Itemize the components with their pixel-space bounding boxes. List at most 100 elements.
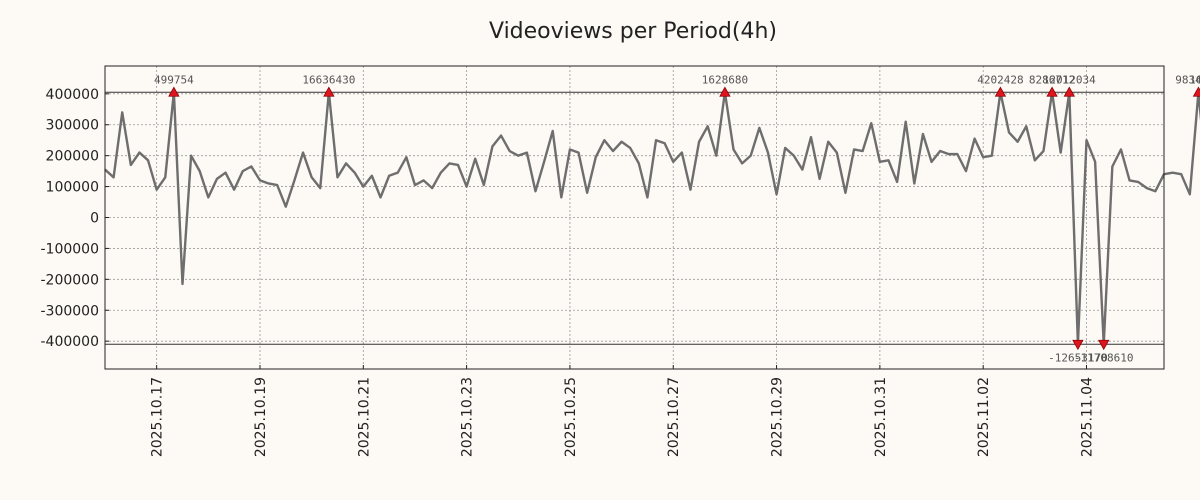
peak-label: -11708610 (1074, 351, 1134, 364)
data-point (147, 159, 149, 161)
data-point (672, 161, 674, 163)
data-point (612, 150, 614, 152)
data-point (1060, 151, 1062, 154)
axes: 400000 300000 200000 100000 0 -100000 -200000 -… (41, 87, 1096, 457)
peak-label: 16641904 (1189, 73, 1200, 86)
data-point (973, 138, 976, 140)
data-point (1128, 179, 1131, 181)
data-point (259, 179, 261, 181)
data-point (138, 151, 141, 154)
data-point (715, 155, 717, 157)
data-point (853, 148, 855, 151)
peak-label: 16636430 (302, 73, 355, 86)
data-point (190, 155, 192, 157)
data-point (905, 121, 907, 123)
data-point (319, 187, 321, 189)
data-point (948, 153, 950, 155)
data-point (242, 170, 244, 172)
series-layer (104, 91, 1200, 346)
data-point (1172, 172, 1174, 174)
y-tick-label: 100000 (46, 180, 99, 196)
data-point (1137, 181, 1139, 183)
peak-label: 4202428 (977, 73, 1023, 86)
plot-frame (104, 65, 1165, 370)
peak-marker-up (719, 86, 731, 97)
data-point (939, 150, 941, 152)
chart-title: Videoviews per Period(4h) (489, 19, 777, 44)
peak-label: -12653170 (1048, 351, 1108, 364)
data-point (379, 196, 382, 199)
y-tick-label: 400000 (46, 87, 99, 103)
data-point (775, 193, 778, 195)
data-point (758, 127, 760, 129)
data-point (689, 189, 692, 191)
data-point (1008, 131, 1010, 134)
data-point (474, 158, 476, 160)
x-tick-label: 2025.10.25 (563, 377, 579, 457)
data-point (457, 164, 459, 166)
data-point (311, 176, 313, 178)
data-point (569, 148, 571, 151)
grid-layer (105, 66, 1164, 369)
data-point (1154, 190, 1156, 192)
peak-markers: 499754 16636430 1628680 4202428 828671212012… (154, 73, 1200, 364)
x-tick-label: 2025.11.02 (976, 377, 992, 457)
data-point (491, 145, 494, 147)
data-point (121, 111, 123, 113)
data-point (431, 187, 433, 189)
data-point (1120, 148, 1122, 151)
data-point (440, 172, 442, 174)
data-point (577, 151, 580, 154)
data-point (698, 141, 700, 143)
data-point (681, 151, 683, 154)
data-point (397, 172, 399, 174)
data-point (354, 172, 356, 174)
data-point (767, 151, 769, 154)
data-point (414, 184, 416, 186)
data-point (113, 176, 115, 178)
data-point (655, 139, 657, 141)
data-point (664, 142, 666, 144)
data-point (879, 161, 881, 163)
data-point (216, 178, 218, 180)
data-point (991, 155, 993, 157)
data-point (793, 155, 795, 157)
series-line-videoviews (104, 91, 1200, 346)
peak-label: 9834600 (1175, 73, 1200, 86)
x-tick-label: 2025.10.27 (666, 377, 682, 457)
data-point (586, 192, 588, 194)
data-point (560, 196, 562, 199)
x-tick-label: 2025.10.23 (460, 377, 476, 457)
data-point (500, 134, 502, 137)
data-point (250, 165, 252, 168)
x-tick-label: 2025.10.21 (356, 377, 372, 457)
y-tick-label: 0 (90, 211, 99, 227)
peak-marker-up (168, 86, 180, 97)
data-point (1025, 125, 1027, 127)
data-point (844, 192, 847, 194)
data-point (448, 162, 450, 164)
peak-marker-up (1192, 86, 1200, 97)
peak-label: 8286712 (1029, 73, 1075, 86)
y-tick-label: -300000 (41, 303, 100, 319)
data-point (371, 175, 373, 177)
data-point (1034, 159, 1036, 161)
data-point (293, 179, 296, 181)
data-point (982, 156, 984, 158)
data-point (224, 172, 227, 174)
data-point (887, 159, 890, 161)
data-point (862, 150, 864, 152)
data-point (913, 182, 915, 185)
data-point (267, 182, 270, 185)
data-point (836, 151, 838, 154)
data-point (1085, 139, 1088, 141)
peak-marker-up (1046, 86, 1058, 97)
data-point (784, 147, 786, 149)
data-point (388, 175, 390, 177)
reference-lines (105, 91, 1164, 345)
data-point (517, 155, 519, 157)
data-point (896, 181, 898, 183)
data-point (629, 147, 631, 149)
